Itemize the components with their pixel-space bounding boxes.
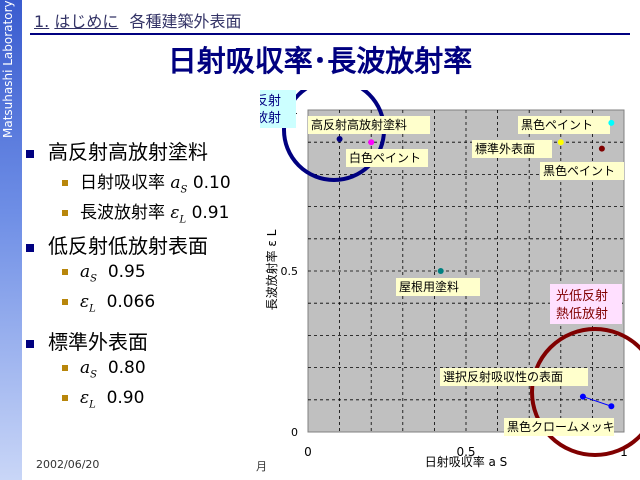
bullet-item: εL 0.066 [62, 292, 155, 314]
y-tick-label: 0.5 [281, 265, 299, 278]
annot-high-text: 熱高放射 [260, 110, 281, 126]
bullet-item: 長波放射率 εL 0.91 [62, 198, 229, 225]
data-point [557, 139, 564, 146]
data-point [608, 119, 615, 126]
annot-low-text: 熱低放射 [556, 306, 608, 322]
annot-high-text: 光高反射 [260, 93, 281, 109]
point-label-bg [504, 418, 614, 436]
point-label: 白色ペイント [349, 150, 421, 165]
lab-name: Matsuhashi Laboratory [1, 0, 15, 138]
section-heading: 1. はじめに 各種建築外表面 [34, 8, 241, 32]
bullet-square-icon [62, 180, 68, 186]
bullet-square-icon [62, 210, 68, 216]
point-label-bg [346, 149, 428, 167]
point-label-bg [440, 368, 588, 386]
bullet-square-icon [26, 243, 34, 252]
bullet-square-icon [62, 269, 68, 275]
bullet-heading-3: 標準外表面 [26, 326, 148, 355]
point-label: 黒色ペイント [543, 164, 615, 178]
bullet-item: aS 0.95 [62, 262, 146, 284]
bullet-item: 日射吸収率 aS 0.10 [62, 168, 231, 195]
annot-low-text: 光低反射 [556, 288, 608, 304]
point-label-bg [308, 116, 430, 134]
section-subtitle: 各種建築外表面 [129, 12, 242, 31]
title-divider [30, 33, 630, 35]
low-reflect-circle [530, 327, 640, 457]
point-label: 黒色ペイント [521, 118, 593, 132]
annot-low-bg [550, 284, 622, 324]
point-label-bg [472, 140, 552, 158]
annotations: 光高反射熱高放射光低反射熱低放射 [260, 90, 622, 324]
data-points [336, 119, 615, 410]
footer-page: 月 [256, 460, 267, 473]
point-label-bg [540, 162, 624, 180]
section-number: 1. [34, 12, 50, 31]
section-title: はじめに [54, 12, 119, 31]
bullet-heading-1: 高反射高放射塗料 [26, 136, 208, 165]
bullet-square-icon [62, 395, 68, 401]
bullet-square-icon [62, 299, 68, 305]
point-label-bg [518, 116, 610, 134]
point-label: 選択反射吸収性の表面 [443, 369, 563, 384]
point-label: 黒色クロームメッキ [507, 420, 615, 434]
sidebar-band: Matsuhashi Laboratory [0, 0, 22, 480]
connector-line [582, 396, 612, 407]
y-tick-label: 0 [291, 426, 298, 439]
point-labels: 高反射高放射塗料白色ペイント黒色ペイント標準外表面黒色ペイント屋根用塗料選択反射… [308, 116, 624, 436]
data-point [368, 139, 375, 146]
data-point [437, 268, 444, 274]
page-title: 日射吸収率･長波放射率 [167, 44, 473, 78]
y-axis-label: 長波放射率 ε L [264, 229, 279, 310]
point-label: 標準外表面 [475, 141, 535, 156]
x-axis-label: 日射吸収率 a S [425, 454, 508, 469]
annot-high-bg [260, 90, 296, 128]
data-point [336, 135, 343, 142]
bullet-heading-2: 低反射低放射表面 [26, 230, 208, 259]
point-label-bg [396, 278, 480, 296]
x-tick-label: 1 [620, 445, 628, 459]
x-tick-label: 0 [304, 445, 312, 459]
bullet-item: εL 0.90 [62, 388, 144, 410]
data-point [598, 145, 605, 152]
x-tick-label: 0.5 [456, 445, 475, 459]
bullet-item: aS 0.80 [62, 358, 146, 380]
bullet-square-icon [26, 339, 34, 348]
point-label: 屋根用塗料 [399, 279, 459, 294]
grid-lines [308, 110, 624, 432]
bullet-square-icon [26, 149, 34, 158]
footer-date: 2002/06/20 [36, 458, 100, 471]
bullet-square-icon [62, 365, 68, 371]
point-label: 高反射高放射塗料 [311, 117, 407, 132]
